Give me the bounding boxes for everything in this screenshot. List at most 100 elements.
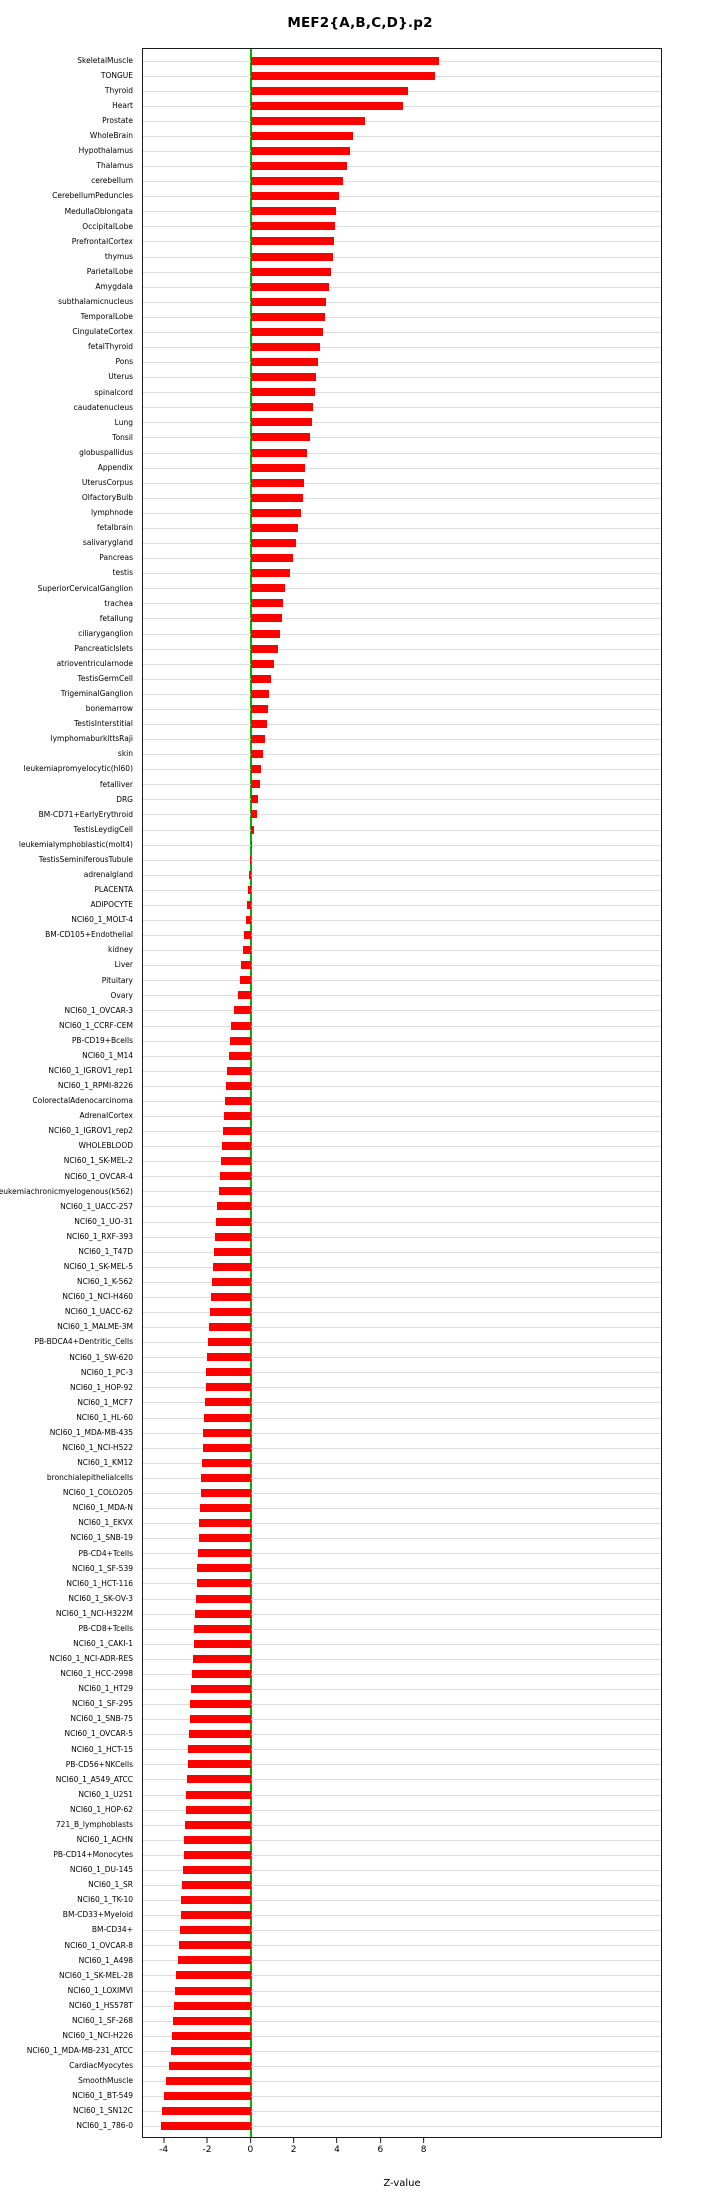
category-label: NCI60_1_HCC-2998 — [60, 1669, 133, 1679]
bar — [250, 765, 261, 774]
category-label: Amygdala — [95, 281, 133, 291]
row-gridline — [143, 829, 661, 831]
bar-row — [143, 460, 661, 475]
bar-row — [143, 1802, 661, 1817]
category-label: CerebellumPeduncles — [52, 191, 133, 201]
row-gridline — [143, 1508, 661, 1510]
bar-row — [143, 1455, 661, 1470]
bar-row — [143, 1184, 661, 1199]
bar — [250, 478, 304, 487]
bar-row — [143, 1862, 661, 1877]
category-label: Appendix — [97, 462, 133, 472]
category-label: PB-CD19+Bcells — [71, 1035, 133, 1045]
tick-label: 2 — [290, 2145, 297, 2155]
bar-row — [143, 928, 661, 943]
category-label: Liver — [114, 960, 133, 970]
bar — [186, 1790, 251, 1799]
x-axis-title: Z-value — [383, 2178, 421, 2189]
category-label: NCI60_1_SK-OV-3 — [68, 1593, 133, 1603]
bar-row — [143, 1953, 661, 1968]
row-gridline — [143, 1327, 661, 1329]
bar — [178, 1941, 251, 1950]
bar-row — [143, 279, 661, 294]
bar — [246, 900, 251, 909]
bar — [250, 86, 409, 95]
bar-row — [143, 2043, 661, 2058]
bar — [250, 418, 313, 427]
bar-row — [143, 897, 661, 912]
category-label: NCI60_1_SF-295 — [72, 1699, 133, 1709]
category-label: NCI60_1_MALME-3M — [57, 1322, 133, 1332]
row-gridline — [143, 2126, 661, 2128]
category-label: NCI60_1_SW-620 — [69, 1352, 133, 1362]
row-gridline — [143, 814, 661, 816]
bar — [169, 2061, 251, 2070]
bar-row — [143, 1093, 661, 1108]
category-label: NCI60_1_SF-268 — [72, 2015, 133, 2025]
bar — [198, 1534, 251, 1543]
tick-mark — [249, 2138, 251, 2143]
bar-row — [143, 53, 661, 68]
category-label: NCI60_1_OVCAR-5 — [64, 1729, 133, 1739]
bar-row — [143, 1923, 661, 1938]
bar — [250, 222, 336, 231]
row-gridline — [143, 1643, 661, 1645]
bar-row — [143, 1712, 661, 1727]
category-label: MedullaOblongata — [64, 206, 133, 216]
row-gridline — [143, 1116, 661, 1117]
bar-row — [143, 339, 661, 354]
category-label: BM-CD71+EarlyErythroid — [38, 809, 133, 819]
row-gridline — [143, 452, 661, 454]
bar-row — [143, 792, 661, 807]
bar — [207, 1338, 251, 1347]
bar — [250, 493, 303, 502]
row-gridline — [143, 347, 661, 349]
row-gridline — [143, 1960, 661, 1962]
bar — [250, 388, 315, 397]
bar — [201, 1473, 251, 1482]
bar — [250, 735, 265, 744]
category-label: NCI60_1_BT-549 — [72, 2091, 133, 2101]
row-gridline — [143, 904, 661, 906]
bar-row — [143, 1169, 661, 1184]
category-label: NCI60_1_HL-60 — [76, 1412, 133, 1422]
category-label: salivarygland — [82, 538, 133, 548]
row-gridline — [143, 166, 661, 168]
category-label: BM-CD34+ — [91, 1925, 133, 1935]
bar-row — [143, 249, 661, 264]
category-label: NCI60_1_786-0 — [76, 2121, 133, 2131]
row-gridline — [143, 693, 661, 695]
bar-row — [143, 732, 661, 747]
bar-row — [143, 656, 661, 671]
x-axis-tick: 6 — [377, 2138, 383, 2155]
category-label: NCI60_1_UACC-62 — [64, 1307, 133, 1317]
row-gridline — [143, 1206, 661, 1208]
row-gridline — [143, 1990, 661, 1992]
category-label: ParietalLobe — [86, 266, 133, 276]
category-label: leukemialymphoblastic(molt4) — [18, 839, 133, 849]
bar — [243, 946, 251, 955]
row-gridline — [143, 1281, 661, 1283]
category-label: NCI60_1_CAKI-1 — [73, 1638, 133, 1648]
bar — [205, 1383, 251, 1392]
row-gridline — [143, 1357, 661, 1359]
tick-label: 4 — [334, 2145, 340, 2155]
bar-row — [143, 958, 661, 973]
category-label: Hypothalamus — [78, 146, 133, 156]
category-label: leukemiachronicmyelogenous(k562) — [0, 1186, 133, 1196]
category-label: caudatenucleus — [73, 402, 133, 412]
category-label: NCI60_1_CCRF-CEM — [58, 1020, 133, 1030]
bar — [213, 1262, 251, 1271]
category-label: NCI60_1_SN12C — [72, 2106, 133, 2116]
category-label: adrenalgland — [83, 870, 133, 879]
category-label: NCI60_1_UO-31 — [74, 1216, 133, 1226]
bar-row — [143, 264, 661, 279]
bar — [199, 1504, 251, 1513]
bar-row — [143, 324, 661, 339]
row-gridline — [143, 2081, 661, 2082]
bar-row — [143, 747, 661, 762]
bar-row — [143, 83, 661, 98]
category-label: BM-CD105+Endothelial — [45, 930, 133, 940]
category-label: NCI60_1_NCI-H522 — [62, 1442, 133, 1452]
bar — [172, 2031, 251, 2040]
